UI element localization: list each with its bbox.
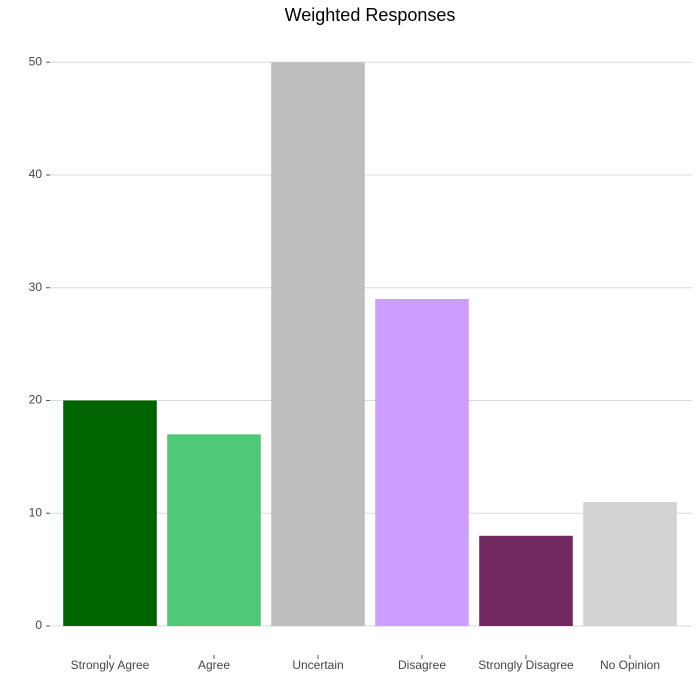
x-tick-label: Uncertain [292,658,343,672]
chart-title: Weighted Responses [285,5,456,25]
bar [167,434,261,626]
bar [479,535,573,626]
x-tick-label: Disagree [398,658,446,672]
x-tick-label: Agree [198,658,230,672]
bar [583,501,677,626]
x-tick-label: Strongly Agree [71,658,150,672]
y-tick-label: 50 [29,54,43,68]
y-tick-label: 10 [29,505,43,519]
x-tick-label: No Opinion [600,658,660,672]
y-tick-label: 0 [35,618,42,632]
bar [375,298,469,626]
y-tick-label: 20 [29,393,43,407]
y-tick-label: 30 [29,280,43,294]
y-tick-label: 40 [29,167,43,181]
x-tick-label: Strongly Disagree [478,658,574,672]
bar [271,62,365,626]
bar [63,400,157,626]
